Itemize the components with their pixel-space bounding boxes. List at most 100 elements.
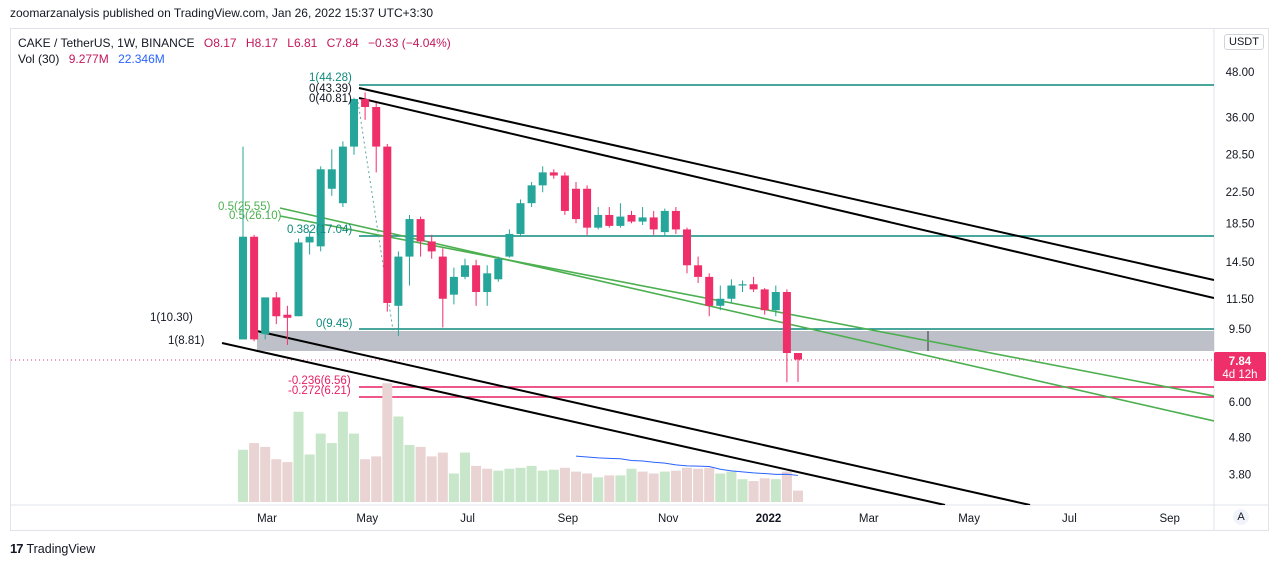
volume-bar: [482, 468, 493, 502]
price-axis[interactable]: 48.00 36.00 28.50 22.50 18.50 14.50 11.50 9.50 6…: [1226, 67, 1255, 481]
candle-body: [272, 297, 281, 317]
candle-body: [461, 265, 469, 277]
price-tick-label: 11.50: [1226, 294, 1254, 306]
plot-area: [11, 84, 1214, 505]
chart-frame[interactable]: [10, 28, 1269, 531]
time-tick-label: 2022: [756, 513, 782, 525]
volume-bar: [315, 433, 326, 502]
currency-button[interactable]: USDT: [1224, 34, 1264, 50]
candle-body: [694, 265, 703, 277]
candle: [705, 273, 714, 317]
candle: [438, 248, 447, 328]
volume-bar: [526, 465, 537, 502]
legend-change: −0.33 (−4.04%): [368, 36, 451, 50]
candle-body: [583, 188, 592, 228]
tradingview-brand[interactable]: 17 TradingView: [10, 541, 95, 556]
volume-bar: [659, 471, 670, 502]
volume-bar: [515, 467, 526, 502]
fib-label-1-1030: 1(10.30): [150, 312, 193, 324]
volume-bar: [748, 481, 759, 502]
volume-bar: [626, 468, 637, 502]
candle: [327, 149, 336, 196]
candle: [771, 285, 780, 317]
candle: [716, 285, 725, 311]
legend-open: O8.17: [203, 36, 237, 50]
candle: [494, 256, 503, 282]
legend-symbol[interactable]: CAKE / TetherUS, 1W, BINANCE: [18, 36, 195, 50]
candle-body: [627, 214, 636, 222]
price-tick-label: 6.00: [1229, 397, 1251, 409]
fib-label-1-881: 1(8.81): [168, 335, 205, 347]
volume-bar: [448, 473, 459, 502]
black-channel-bottom-1[interactable]: [256, 330, 1031, 505]
candle-body: [527, 185, 536, 204]
candle-body: [549, 172, 558, 176]
legend-volume-row: Vol (30) 9.277M 22.346M: [18, 51, 457, 67]
volume-bar: [471, 465, 482, 502]
candle: [527, 182, 536, 208]
black-channel-top-2[interactable]: [358, 97, 1214, 299]
volume-bar: [249, 443, 260, 502]
publish-line: zoomarzanalysis published on TradingView…: [10, 6, 434, 20]
black-channel-bottom-2[interactable]: [221, 342, 946, 505]
candle-body: [794, 353, 802, 360]
time-tick-label: Jul: [1062, 513, 1077, 525]
candle: [316, 166, 325, 252]
time-tick-label: May: [356, 513, 378, 525]
volume-bar: [360, 459, 371, 502]
volume-bar: [781, 471, 792, 502]
candle-body: [649, 217, 658, 230]
volume-bar: [604, 475, 615, 502]
candle-body: [372, 106, 381, 147]
volume-label[interactable]: Vol (30): [18, 52, 60, 66]
candle: [427, 234, 436, 259]
candles: [239, 92, 802, 383]
legend-low: L6.81: [287, 36, 318, 50]
candle-body: [771, 292, 780, 311]
candle-body: [705, 276, 714, 306]
black-channel-top-1[interactable]: [358, 87, 1214, 281]
auto-scale-button[interactable]: A: [1233, 509, 1249, 525]
candle: [261, 297, 270, 340]
candle-body: [738, 284, 747, 286]
candle-body: [760, 289, 769, 311]
volume-ma-value: 22.346M: [118, 52, 165, 66]
candle: [760, 288, 769, 315]
tradingview-logo-icon: 17: [10, 541, 24, 556]
price-tag-countdown: 4d 12h: [1222, 369, 1257, 381]
time-tick-label: May: [958, 513, 980, 525]
candle: [749, 276, 758, 292]
candle-body: [572, 188, 580, 220]
candle: [461, 258, 469, 280]
fib-label-0-low: 0(9.45): [316, 318, 353, 330]
candle: [638, 207, 647, 226]
candle: [694, 256, 703, 284]
candle: [782, 289, 791, 383]
volume-bar: [793, 490, 803, 502]
candle: [671, 207, 680, 234]
candle-body: [427, 241, 436, 252]
extension-label-0236: -0.236(6.56): [288, 375, 351, 387]
candle: [727, 279, 736, 303]
volume-bar: [382, 383, 393, 502]
volume-bar: [304, 454, 315, 502]
price-tick-label: 18.50: [1226, 218, 1255, 230]
fib-label-0382: 0.382(17.04): [287, 224, 352, 236]
legend-close: C7.84: [326, 36, 359, 50]
candle: [250, 234, 259, 342]
candle: [627, 210, 636, 224]
price-tick-label: 3.80: [1229, 469, 1251, 481]
candle-body: [405, 219, 414, 257]
volume-bar: [770, 479, 781, 502]
candle-body: [638, 217, 647, 222]
time-axis[interactable]: Mar May Jul Sep Nov 2022 Mar May Jul Sep: [257, 513, 1180, 525]
volume-bar: [737, 479, 748, 502]
candle-body: [560, 175, 569, 211]
candle-body: [505, 233, 514, 257]
candle-body: [283, 314, 292, 318]
volume-bars: [238, 383, 803, 502]
extension-label-0272: -0.272(6.21): [288, 385, 351, 397]
candle-body: [294, 242, 303, 317]
candle: [394, 251, 403, 336]
